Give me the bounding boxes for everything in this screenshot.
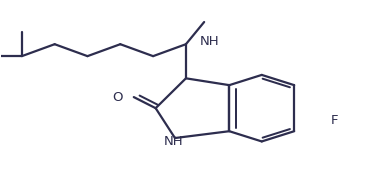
Text: F: F (330, 115, 338, 127)
Text: NH: NH (164, 135, 184, 148)
Text: NH: NH (199, 35, 219, 48)
Text: O: O (112, 91, 123, 104)
